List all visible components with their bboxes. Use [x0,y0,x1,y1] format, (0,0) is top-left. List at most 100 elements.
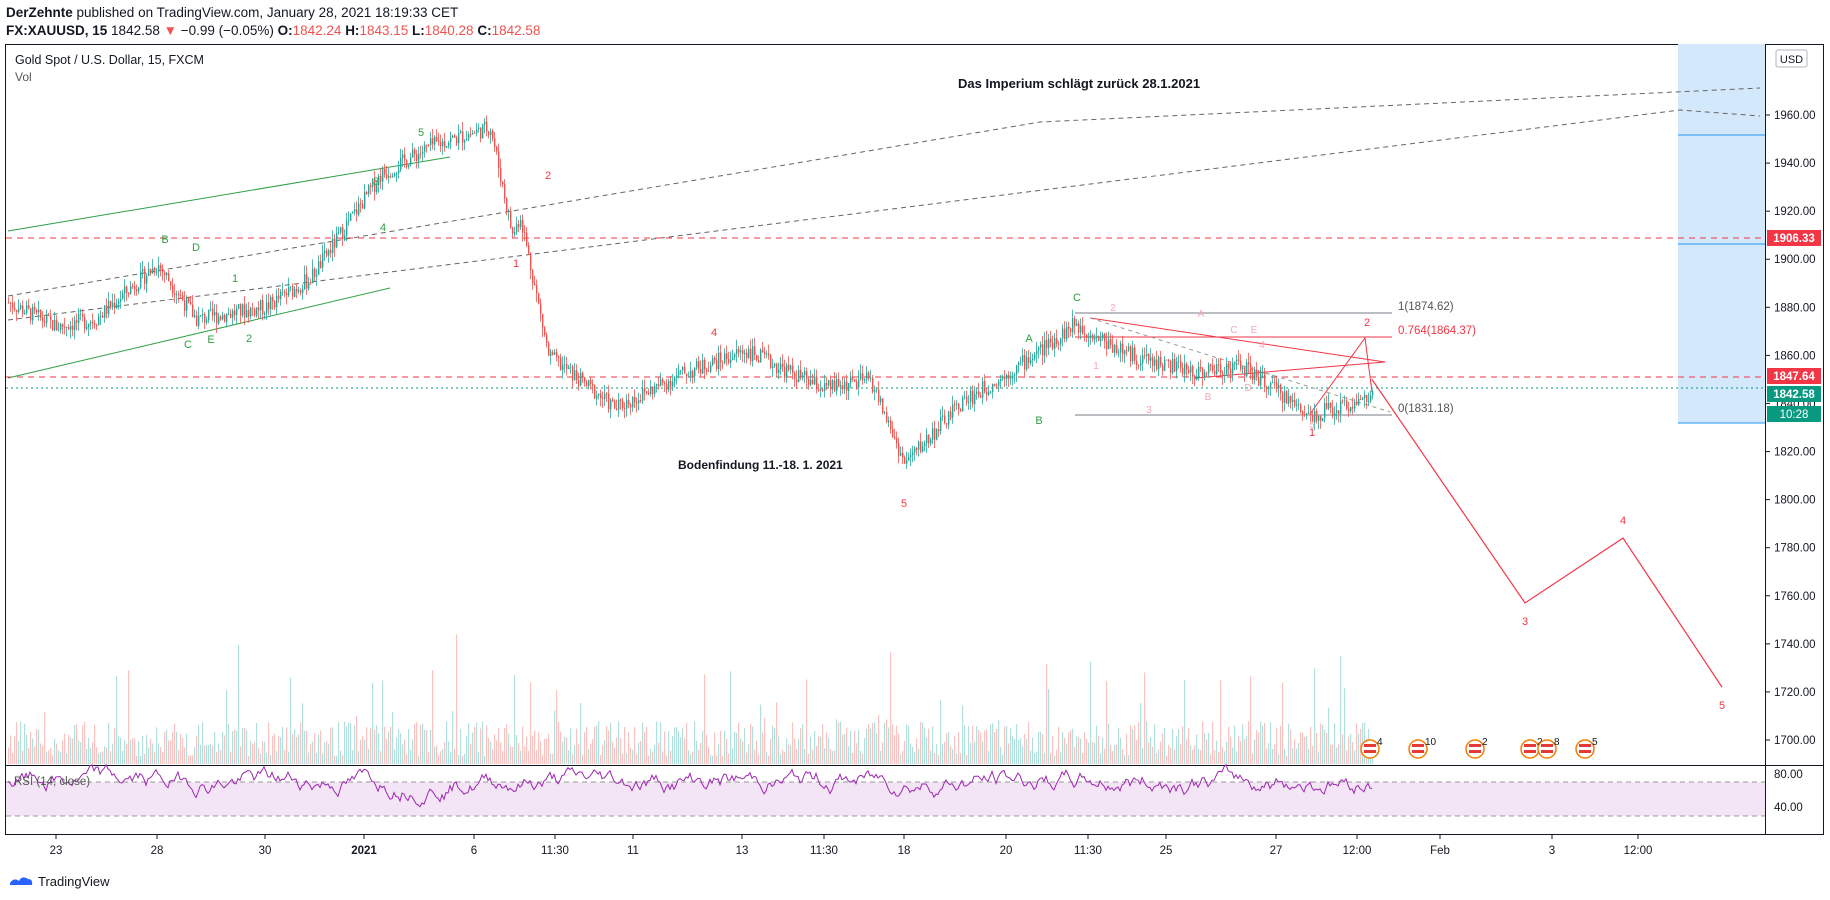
candle-body [854,379,856,382]
candle-body [562,364,564,371]
candle-body [980,395,982,398]
volume-bar [1078,737,1080,764]
candle-body [1312,414,1314,423]
candle-body [1164,359,1166,371]
volume-bar [32,738,34,764]
candle-body [572,366,574,381]
volume-bar [572,754,574,764]
candle-body [1068,326,1070,329]
volume-bar [848,746,850,764]
headline-annotation[interactable]: Das Imperium schlägt zurück 28.1.2021 [958,76,1200,91]
countdown-tag-bg [1767,406,1821,422]
volume-bar [566,737,568,764]
candle-body [738,349,740,353]
candle-body [762,349,764,353]
volume-bar [1022,746,1024,764]
volume-bar [780,754,782,764]
bottom-annotation[interactable]: Bodenfindung 11.-18. 1. 2021 [678,458,843,472]
candle-body [1220,364,1222,374]
volume-bar [536,749,538,764]
volume-bar [1274,744,1276,764]
volume-bar [1142,748,1144,764]
volume-bar [890,652,892,764]
candle-body [1130,346,1132,362]
event-count: 4 [1377,737,1383,748]
volume-bar [628,732,630,764]
candle-body [508,210,510,212]
price-change: −0.99 (−0.05%) [180,23,274,38]
volume-bar [1320,723,1322,764]
volume-bar [438,755,440,764]
candle-body [1240,360,1242,370]
volume-bar [410,749,412,764]
candle-body [716,360,718,369]
volume-bar [228,724,230,764]
volume-bar [850,730,852,764]
author-name[interactable]: DerZehnte [6,5,73,20]
candle-body [832,380,834,390]
candle-body [492,130,494,139]
candle-body [230,313,232,318]
candle-body [610,399,612,410]
candle-body [1296,404,1298,406]
volume-bar [794,738,796,764]
volume-bar [1238,735,1240,764]
candle-body [166,272,168,276]
candle-body [1234,361,1236,363]
candle-body [314,268,316,277]
candle-body [892,428,894,438]
candle-body [420,153,422,155]
volume-bar [492,749,494,764]
volume-bar [1336,747,1338,764]
volume-bar [880,750,882,764]
volume-bar [376,725,378,764]
candle-body [1136,360,1138,366]
volume-bar [500,742,502,764]
candle-body [50,315,52,321]
y-tick-label: 1780.00 [1774,543,1816,555]
candle-body [296,288,298,292]
volume-bar [486,725,488,764]
volume-bar [580,703,582,764]
volume-bar [1132,729,1134,764]
candle-body [866,372,868,380]
volume-bar [528,750,530,764]
volume-bar [728,753,730,764]
candle-body [496,146,498,152]
candle-body [342,227,344,240]
volume-bar [136,755,138,764]
candle-body [708,371,710,373]
candle-body [514,232,516,234]
candle-body [962,397,964,412]
volume-bar [1232,747,1234,764]
volume-bar [350,723,352,764]
volume-bar [386,739,388,764]
volume-bar [1262,725,1264,764]
volume-bar [274,733,276,764]
candle-body [1356,401,1358,405]
x-tick-label: 11 [627,845,639,857]
candle-body [872,377,874,392]
volume-bar [906,724,908,764]
volume-bar [766,752,768,764]
volume-bar [866,728,868,764]
flag-stripe [1469,750,1481,753]
symbol-label[interactable]: FX:XAUUSD, 15 [6,23,108,38]
footer[interactable]: TradingView [8,874,110,889]
volume-bar [544,738,546,764]
candle-body [216,311,218,324]
volume-bar [1074,747,1076,764]
candle-body [788,364,790,370]
volume-bar [712,755,714,764]
candle-body [444,141,446,148]
candle-body [1180,360,1182,368]
candle-body [26,305,28,314]
volume-bar [510,746,512,764]
volume-bar [1030,750,1032,764]
volume-bar [584,732,586,764]
candle-body [680,370,682,372]
candle-body [1076,323,1078,327]
currency-button[interactable] [1775,49,1808,68]
candle-body [1280,384,1282,393]
